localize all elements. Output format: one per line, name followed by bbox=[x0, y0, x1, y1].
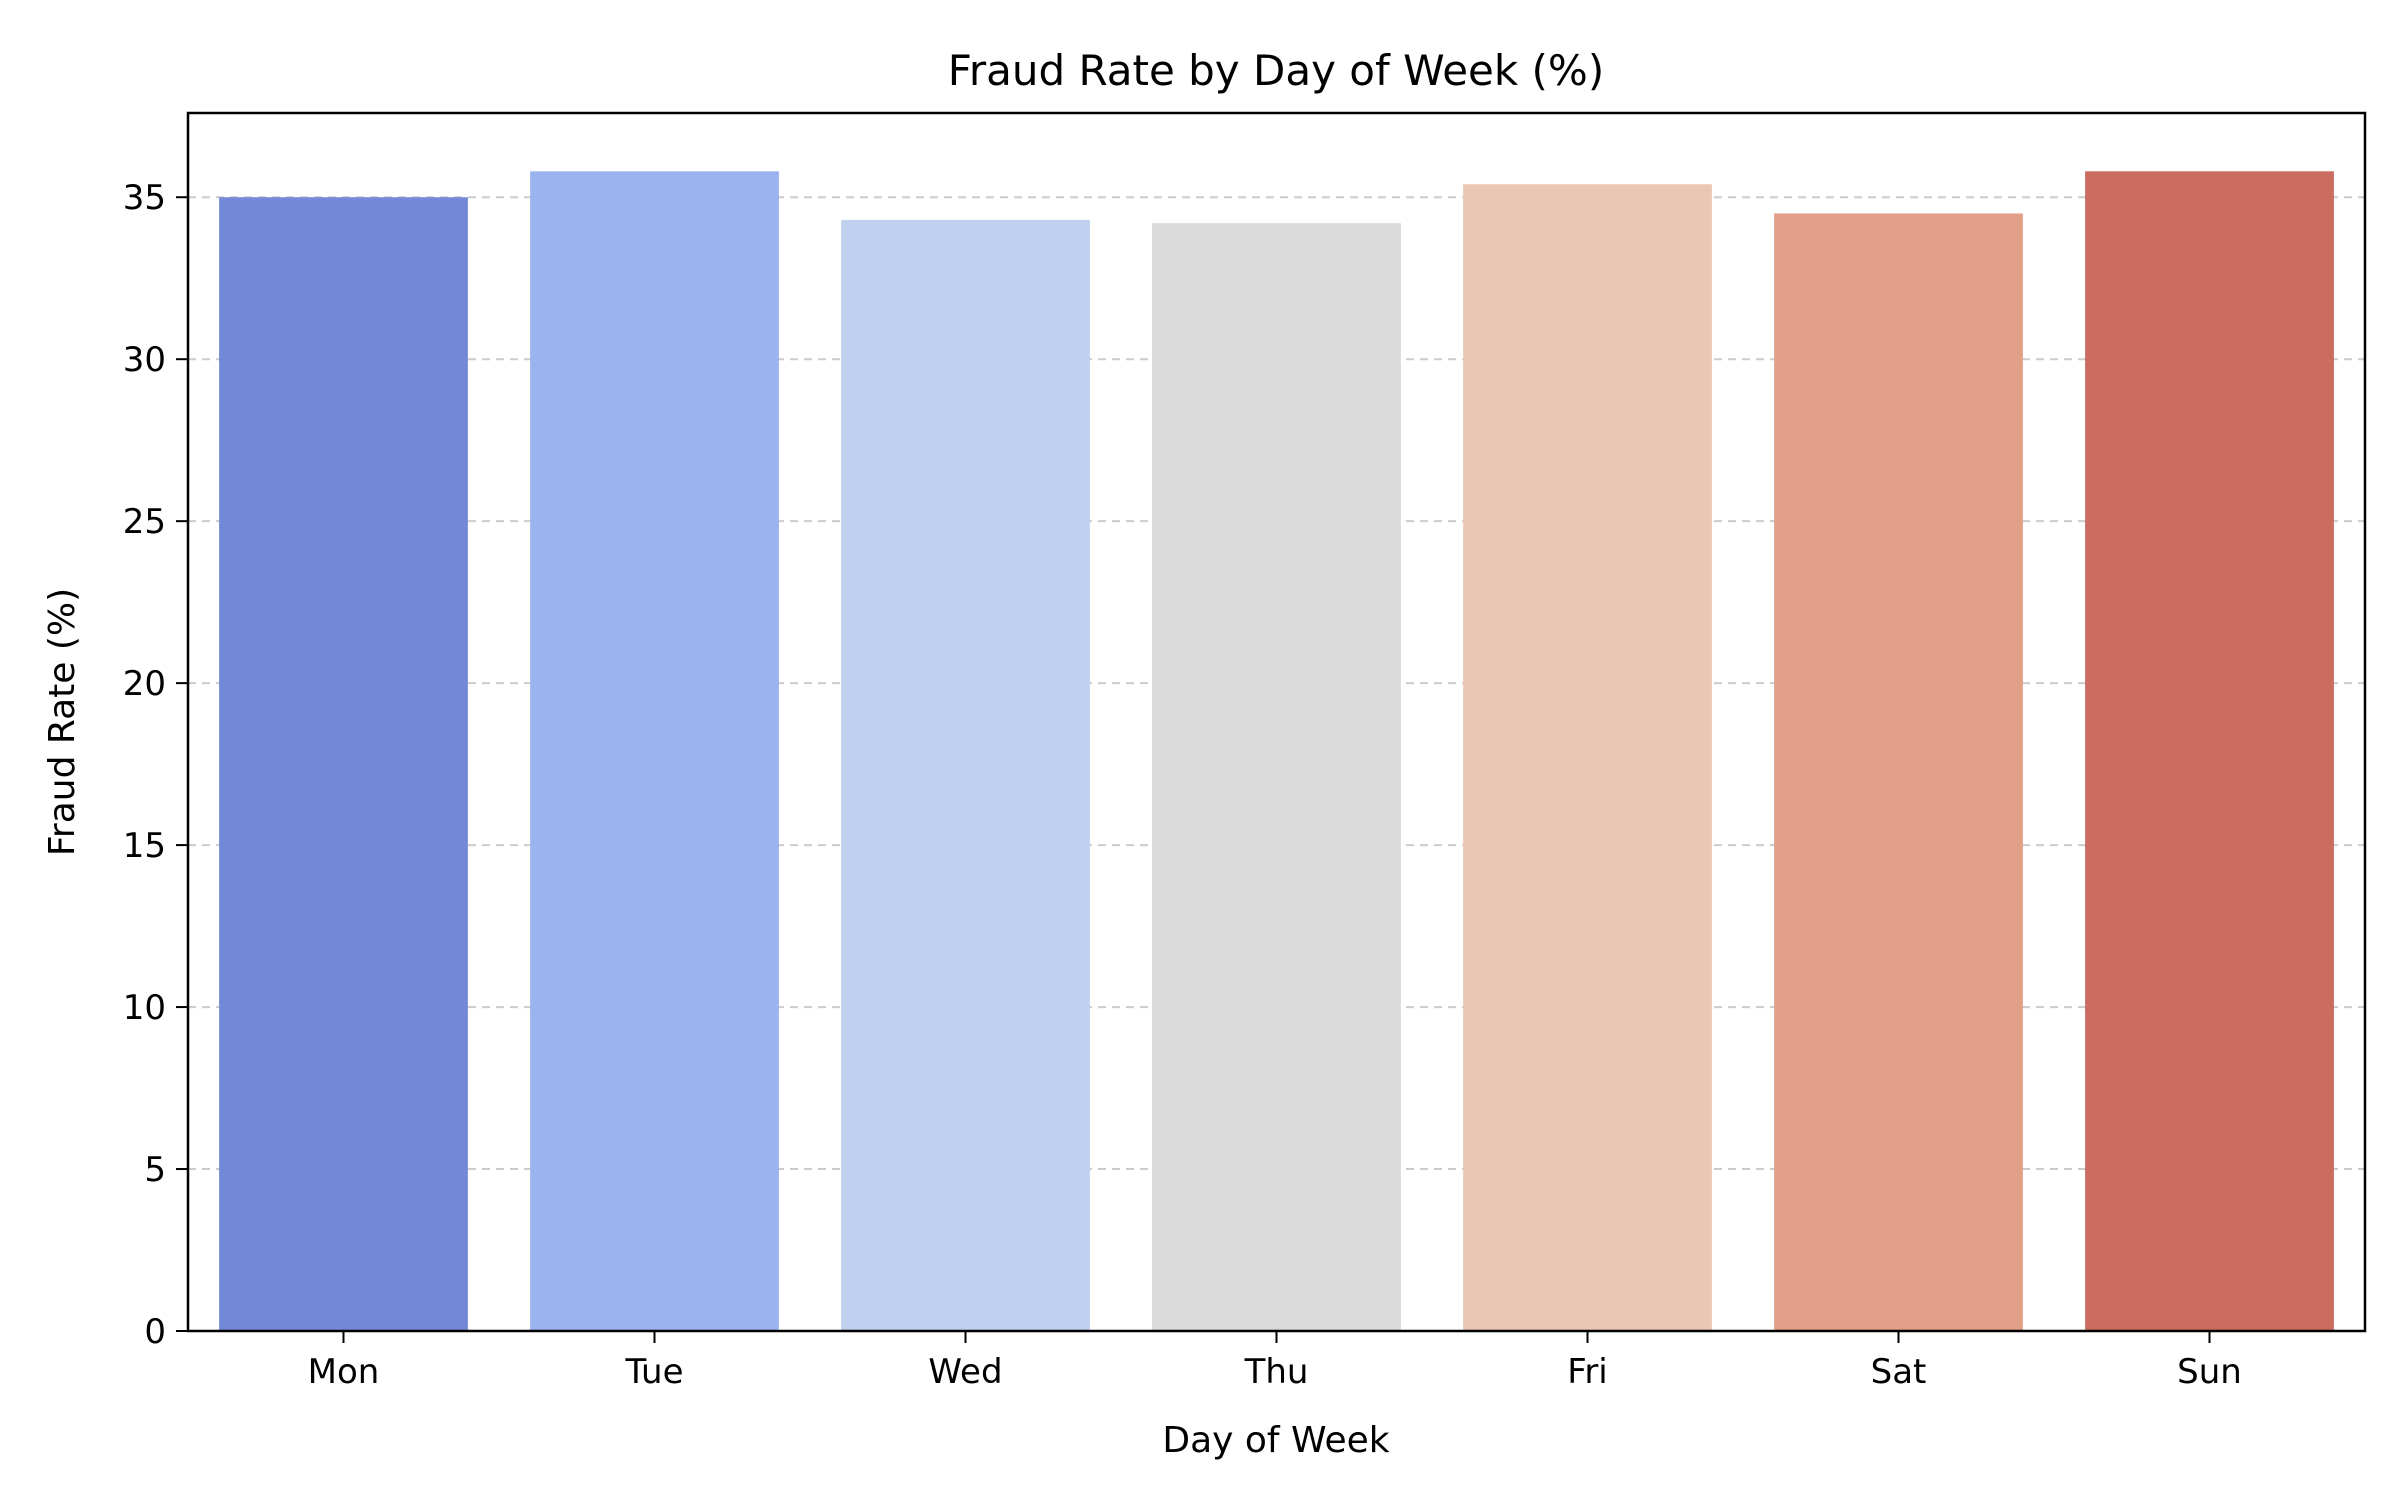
bar-sat bbox=[1774, 213, 2023, 1332]
bar-fri bbox=[1463, 184, 1712, 1331]
x-tick-label-tue: Tue bbox=[624, 1352, 683, 1392]
y-tick-label: 20 bbox=[123, 664, 166, 704]
x-tick-label-fri: Fri bbox=[1567, 1352, 1608, 1392]
y-tick-label: 10 bbox=[123, 988, 166, 1028]
y-tick-label: 0 bbox=[144, 1312, 166, 1352]
y-tick-label: 25 bbox=[123, 502, 166, 542]
x-tick-label-wed: Wed bbox=[928, 1352, 1002, 1392]
x-tick-label-mon: Mon bbox=[308, 1352, 380, 1392]
x-tick-label-sun: Sun bbox=[2177, 1352, 2242, 1392]
plot-frame bbox=[186, 111, 2367, 1333]
bar-mon bbox=[219, 197, 468, 1332]
x-axis-label: Day of Week bbox=[1162, 1420, 1389, 1461]
y-axis-label: Fraud Rate (%) bbox=[42, 588, 83, 856]
bar-wed bbox=[841, 219, 1090, 1332]
x-tick-label-sat: Sat bbox=[1871, 1352, 1927, 1392]
bar-thu bbox=[1152, 223, 1401, 1331]
y-tick-label: 5 bbox=[144, 1150, 166, 1190]
x-axis-ticks: Mon Tue Wed Thu Fri Sat Sun bbox=[308, 1331, 2242, 1392]
y-tick-label: 15 bbox=[123, 826, 166, 866]
chart-title: Fraud Rate by Day of Week (%) bbox=[948, 46, 1604, 95]
bars bbox=[219, 171, 2334, 1332]
bar-sun bbox=[2085, 171, 2334, 1332]
x-tick-label-thu: Thu bbox=[1244, 1352, 1309, 1392]
bar-tue bbox=[530, 171, 779, 1332]
y-tick-label: 35 bbox=[123, 178, 166, 218]
y-tick-label: 30 bbox=[123, 340, 166, 380]
y-axis-ticks: 0 5 10 15 20 25 30 35 bbox=[123, 178, 188, 1352]
